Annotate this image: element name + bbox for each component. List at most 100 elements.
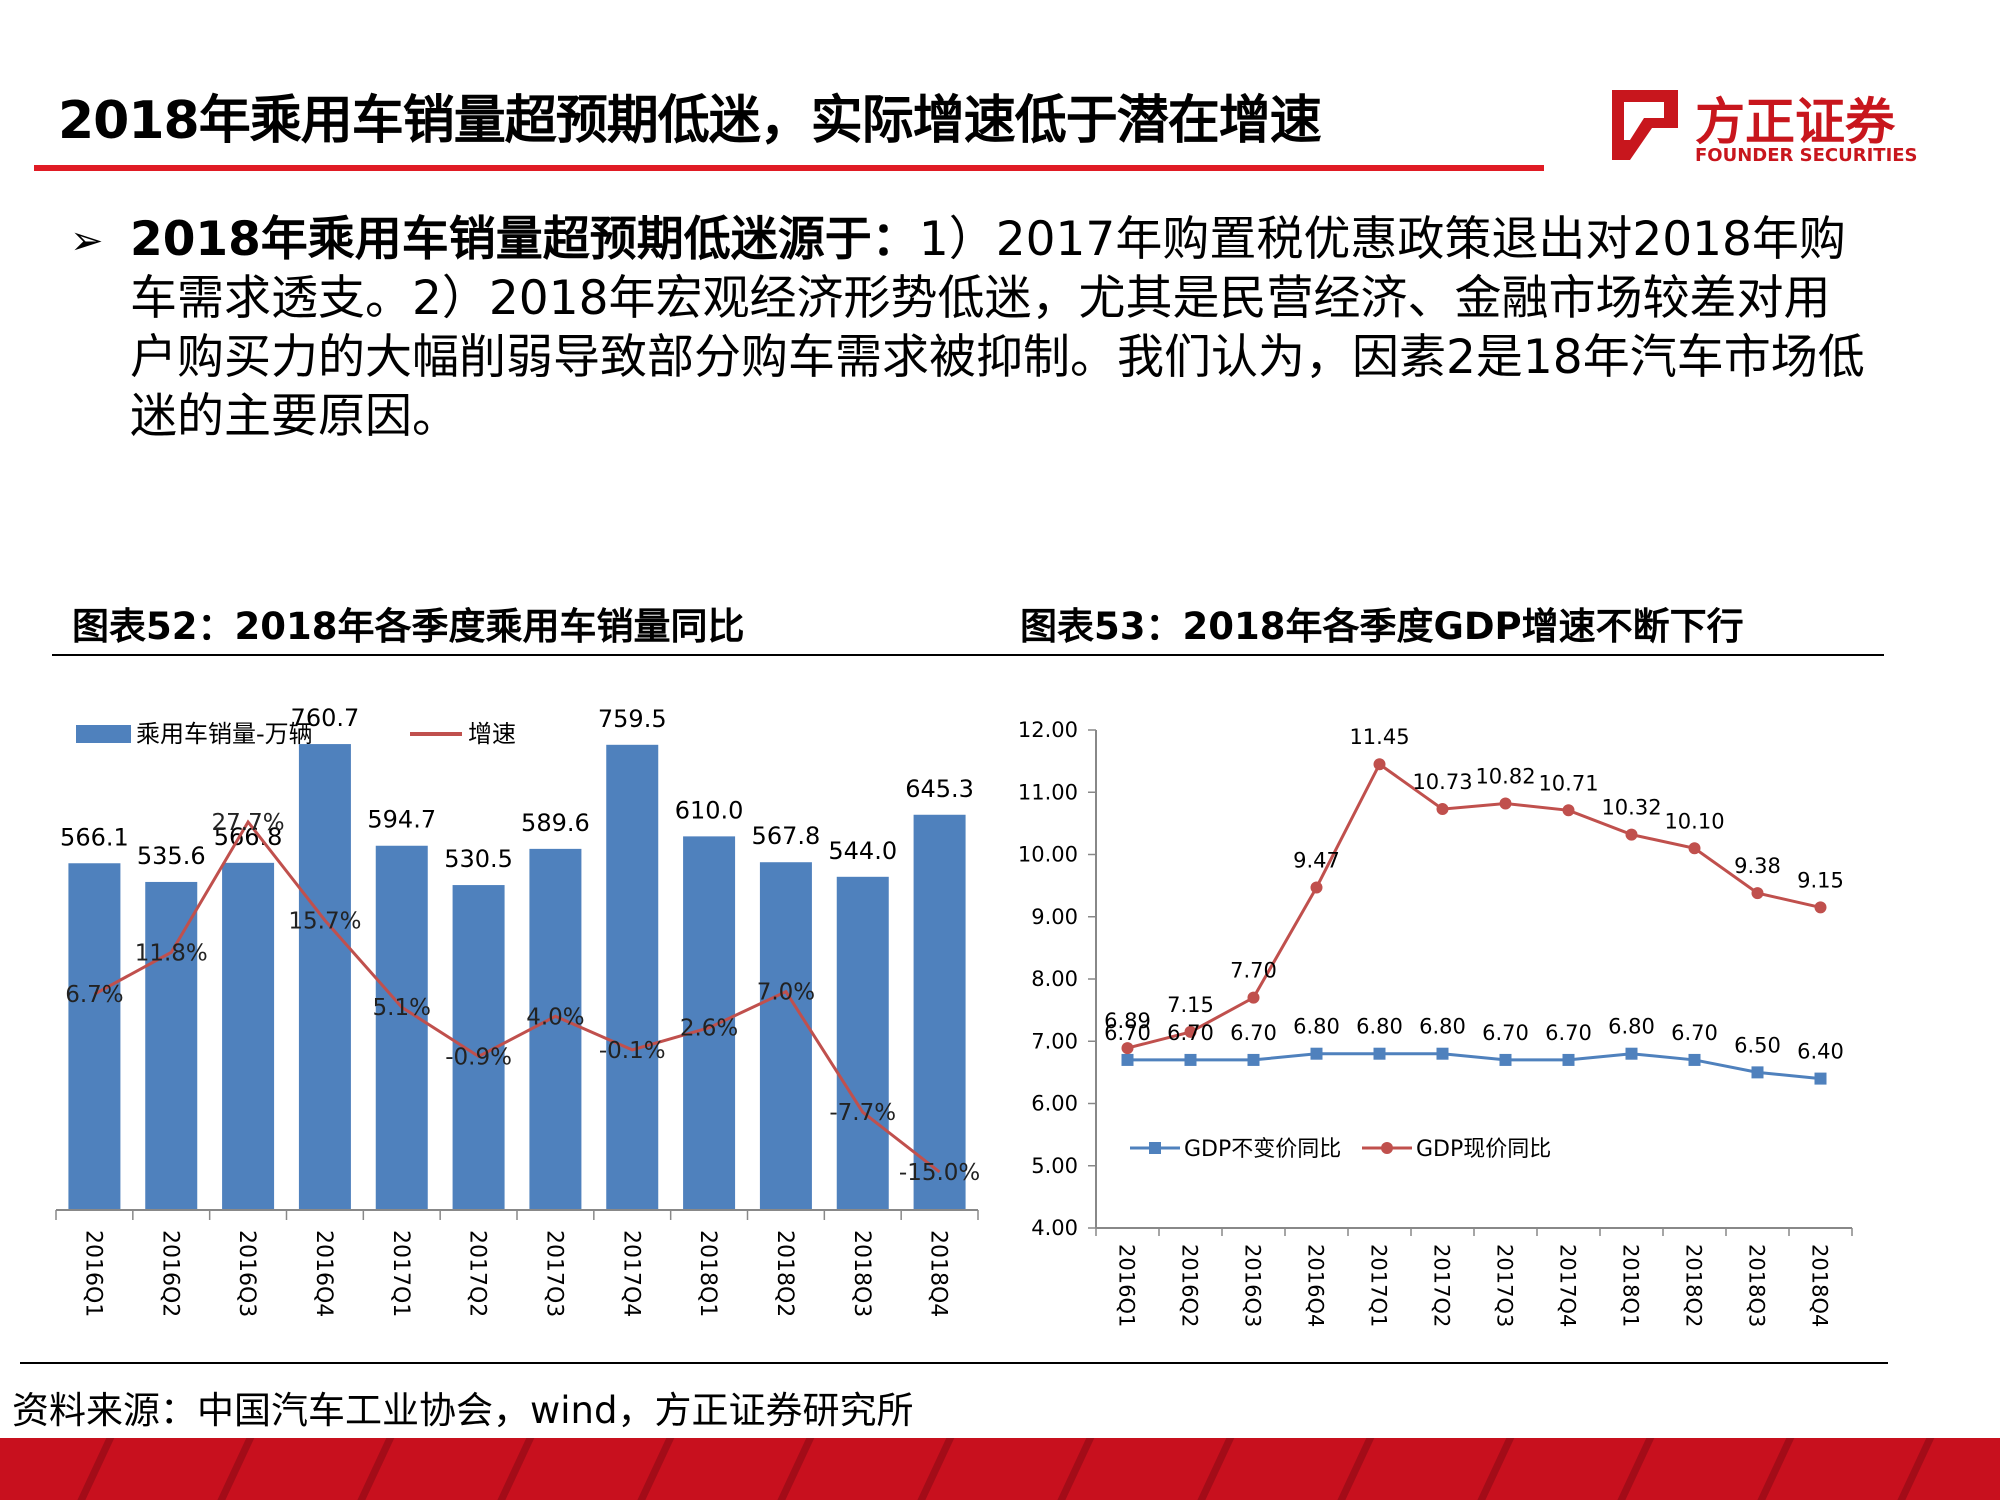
- y-tick-label: 8.00: [1031, 967, 1078, 991]
- sales-bar: [836, 876, 889, 1210]
- legend-bar-label: 乘用车销量-万辆: [136, 720, 313, 748]
- gdp-nominal-line: [1127, 762, 1821, 1050]
- gdp-real-marker: [1184, 1053, 1197, 1066]
- gdp-real-label: 6.70: [1671, 1021, 1718, 1045]
- gdp-nominal-marker: [1814, 901, 1827, 914]
- gdp-real-marker: [1247, 1053, 1260, 1066]
- x-tick-label: 2018Q4: [926, 1230, 951, 1317]
- sales-bar-label: 760.7: [291, 704, 360, 732]
- gdp-real-marker: [1751, 1066, 1764, 1079]
- growth-label: 6.7%: [65, 982, 123, 1008]
- growth-line: [93, 819, 941, 1174]
- y-tick-label: 4.00: [1031, 1216, 1078, 1240]
- y-tick-label: 6.00: [1031, 1092, 1078, 1116]
- sales-bar-label: 567.8: [752, 822, 821, 850]
- body-paragraph: 2018年乘用车销量超预期低迷源于：1）2017年购置税优惠政策退出对2018年…: [130, 210, 1865, 446]
- gdp-real-label: 6.80: [1608, 1015, 1655, 1039]
- legend-bar-swatch: [76, 725, 131, 743]
- chart1-legend: 乘用车销量-万辆 增速: [76, 720, 516, 748]
- gdp-real-label: 6.50: [1734, 1033, 1781, 1057]
- paragraph-text: 1）2017年购置税优惠政策退出对2018年购车需求透支。2）2018年宏观经济…: [130, 212, 1865, 444]
- footer-stripe: [1333, 1438, 1375, 1500]
- x-tick-label: 2016Q2: [157, 1230, 182, 1317]
- x-tick-label: 2016Q3: [234, 1230, 259, 1317]
- footer-stripe: [633, 1438, 675, 1500]
- footer-stripe: [1473, 1438, 1515, 1500]
- y-tick-label: 11.00: [1018, 780, 1078, 804]
- gdp-nominal-marker: [1373, 758, 1386, 771]
- x-tick-label: 2018Q2: [772, 1230, 797, 1317]
- x-tick-label: 2018Q1: [1619, 1244, 1643, 1327]
- page-title: 2018年乘用车销量超预期低迷，实际增速低于潜在增速: [58, 91, 1322, 151]
- x-tick-label: 2017Q1: [388, 1230, 413, 1317]
- gdp-nominal-label: 10.82: [1475, 764, 1535, 788]
- x-tick-label: 2016Q1: [80, 1230, 105, 1317]
- gdp-real-label: 6.40: [1797, 1040, 1844, 1064]
- gdp-real-label: 6.80: [1356, 1015, 1403, 1039]
- founder-logo-icon: [1612, 90, 1678, 160]
- paragraph-lead: 2018年乘用车销量超预期低迷源于：: [130, 212, 919, 267]
- gdp-nominal-marker: [1184, 1025, 1197, 1038]
- footer-stripe: [1613, 1438, 1655, 1500]
- gdp-real-label: 6.70: [1545, 1021, 1592, 1045]
- x-tick-label: 2016Q3: [1241, 1244, 1265, 1327]
- sales-bar: [68, 863, 121, 1210]
- x-tick-label: 2017Q2: [1430, 1244, 1454, 1327]
- sales-bar-label: 544.0: [828, 837, 897, 865]
- title-underline: [34, 165, 1544, 171]
- x-tick-label: 2017Q1: [1367, 1244, 1391, 1327]
- growth-label: 5.1%: [373, 995, 431, 1021]
- sales-bar: [298, 744, 351, 1210]
- x-tick-label: 2016Q1: [1115, 1244, 1139, 1327]
- gdp-real-label: 6.70: [1104, 1021, 1151, 1045]
- growth-label: -0.1%: [599, 1038, 666, 1064]
- gdp-real-marker: [1814, 1072, 1827, 1085]
- x-tick-label: 2018Q1: [695, 1230, 720, 1317]
- source-divider: [20, 1362, 1888, 1364]
- growth-label: 11.8%: [135, 940, 208, 966]
- sales-bar-label: 566.1: [60, 823, 129, 851]
- sales-bar: [683, 836, 736, 1210]
- gdp-real-marker: [1688, 1053, 1701, 1066]
- growth-label: 4.0%: [526, 1004, 584, 1030]
- footer-stripe: [1193, 1438, 1235, 1500]
- legend-nominal-marker: [1381, 1142, 1393, 1154]
- growth-label: 7.0%: [757, 980, 815, 1006]
- gdp-nominal-label: 7.70: [1230, 959, 1277, 983]
- y-tick-label: 10.00: [1018, 843, 1078, 867]
- gdp-real-line: [1127, 1052, 1821, 1081]
- gdp-nominal-label: 10.71: [1538, 771, 1598, 795]
- gdp-nominal-marker: [1751, 887, 1764, 900]
- chart2-legend: GDP不变价同比 GDP现价同比: [1130, 1137, 1551, 1162]
- footer-stripe: [353, 1438, 395, 1500]
- sales-bar: [375, 845, 428, 1210]
- gdp-nominal-marker: [1436, 803, 1449, 816]
- sales-bar: [529, 848, 582, 1210]
- gdp-real-marker: [1625, 1047, 1638, 1060]
- gdp-nominal-marker: [1499, 797, 1512, 810]
- x-tick-label: 2018Q4: [1808, 1244, 1832, 1327]
- legend-line-label: 增速: [468, 720, 516, 748]
- gdp-nominal-label: 11.45: [1349, 725, 1409, 749]
- sales-bar-label: 530.5: [444, 845, 513, 873]
- gdp-real-marker: [1436, 1047, 1449, 1060]
- footer-bar: [0, 1438, 2000, 1500]
- footer-stripe: [1893, 1438, 1935, 1500]
- growth-label: 2.6%: [680, 1016, 738, 1042]
- gdp-nominal-marker: [1688, 842, 1701, 855]
- gdp-nominal-marker: [1121, 1042, 1134, 1055]
- gdp-nominal-marker: [1562, 804, 1575, 817]
- legend-nominal-label: GDP现价同比: [1416, 1137, 1551, 1162]
- footer-stripe: [1753, 1438, 1795, 1500]
- y-tick-label: 12.00: [1018, 718, 1078, 742]
- sales-bar: [222, 862, 275, 1210]
- sales-bar-label: 566.8: [214, 823, 283, 851]
- footer-stripe: [1053, 1438, 1095, 1500]
- x-tick-label: 2016Q4: [1304, 1244, 1328, 1327]
- gdp-real-label: 6.70: [1230, 1021, 1277, 1045]
- gdp-real-label: 6.70: [1482, 1021, 1529, 1045]
- footer-stripe: [213, 1438, 255, 1500]
- x-tick-label: 2018Q3: [849, 1230, 874, 1317]
- gdp-nominal-label: 9.47: [1293, 848, 1340, 872]
- gdp-real-marker: [1499, 1053, 1512, 1066]
